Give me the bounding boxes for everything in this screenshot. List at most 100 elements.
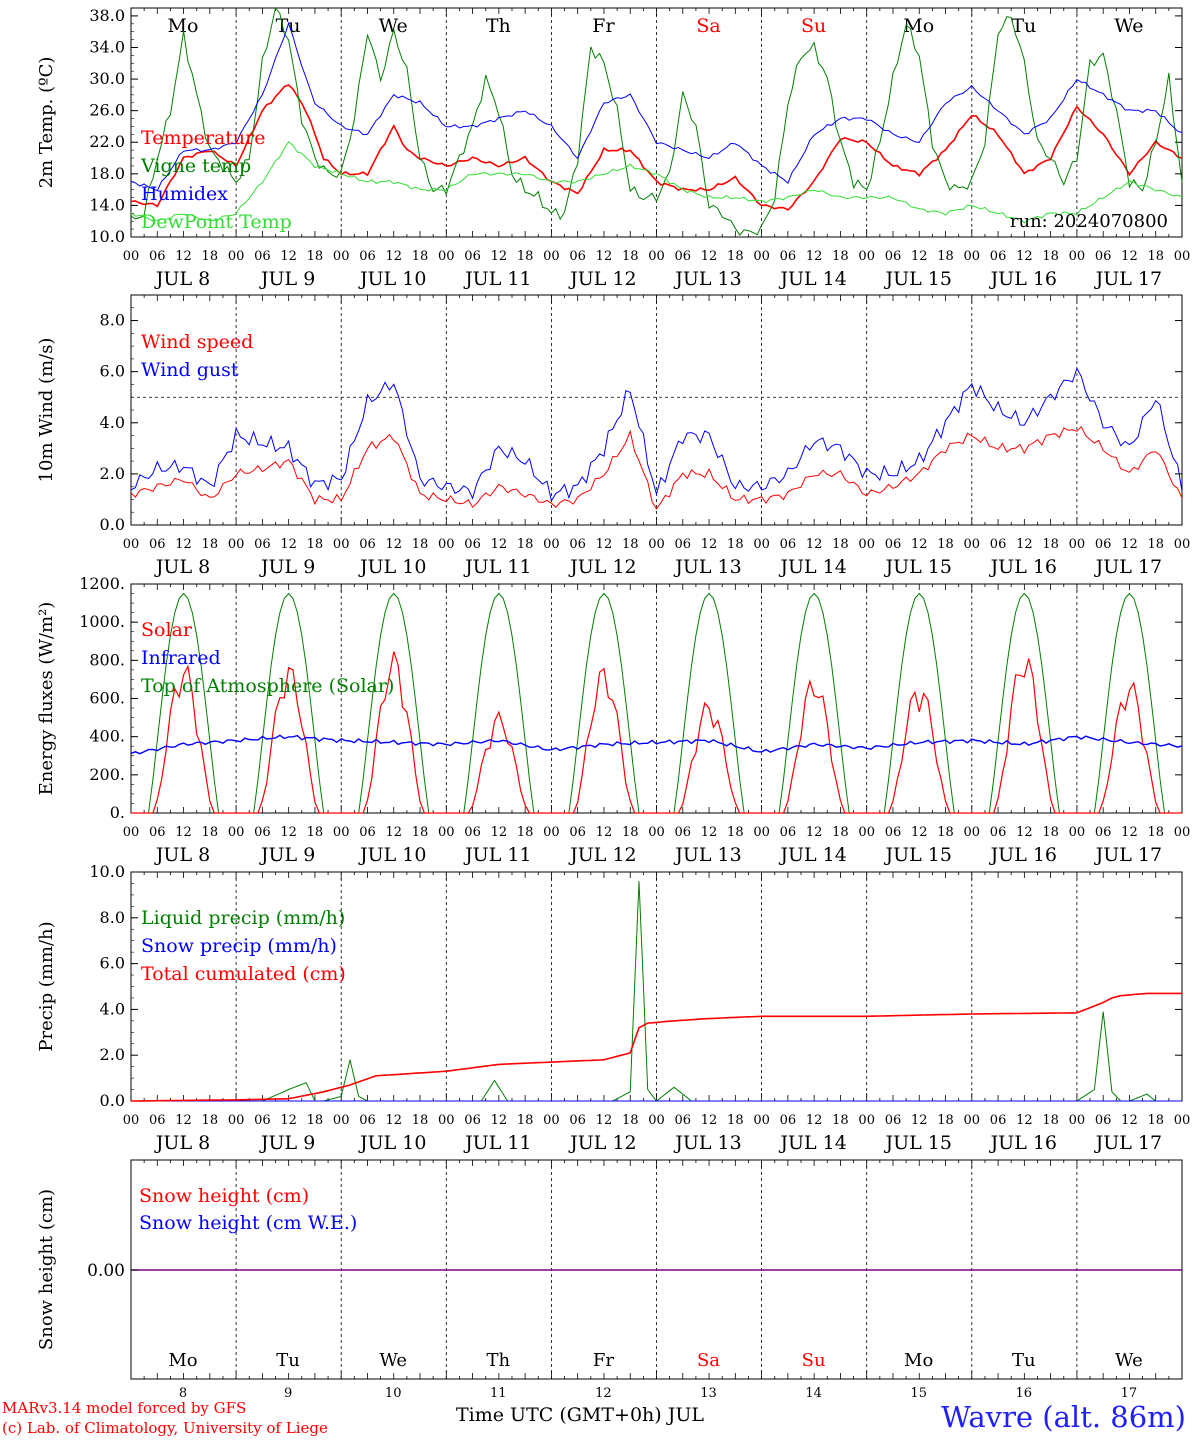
weekday-label: We xyxy=(379,1350,407,1371)
legend-solar: Solar xyxy=(141,619,193,641)
hour-label: 18 xyxy=(202,825,219,840)
hour-label: 06 xyxy=(464,537,481,552)
weekday-label: Tu xyxy=(1012,1350,1036,1371)
date-label: JUL 11 xyxy=(463,1132,531,1154)
hour-label: 18 xyxy=(1042,537,1059,552)
y-tick-label: 34.0 xyxy=(89,37,125,56)
legend-wind-speed: Wind speed xyxy=(141,331,253,353)
hour-label: 06 xyxy=(1095,537,1112,552)
hour-label: 12 xyxy=(806,537,823,552)
weekday-label: Th xyxy=(486,1350,510,1371)
hour-label: 12 xyxy=(280,249,297,264)
hour-label: 12 xyxy=(596,825,613,840)
hour-label: 00 xyxy=(1069,537,1086,552)
day-number: 10 xyxy=(385,1386,402,1401)
hour-label: 12 xyxy=(1121,537,1138,552)
date-label: JUL 14 xyxy=(778,556,846,578)
hour-label: 00 xyxy=(438,825,455,840)
panel-precip: 0.0 2.0 4.0 6.0 8.0 10.0 Precip (mm/h) 00 06 12 18… xyxy=(36,862,1190,1154)
hour-label: 18 xyxy=(412,1113,429,1128)
hour-label: 18 xyxy=(307,1113,324,1128)
legend-snow-precip-mm-h-: Snow precip (mm/h) xyxy=(141,935,337,957)
hour-label: 18 xyxy=(832,537,849,552)
date-label: JUL 9 xyxy=(259,844,315,866)
hour-label: 00 xyxy=(964,1113,981,1128)
hour-label: 00 xyxy=(543,249,560,264)
series-dewpoint-temp xyxy=(130,140,1183,224)
hour-label: 12 xyxy=(806,249,823,264)
date-label: JUL 13 xyxy=(673,268,741,290)
weekday-label: We xyxy=(1115,1350,1143,1371)
date-label: JUL 13 xyxy=(673,1132,741,1154)
hour-label: 06 xyxy=(780,537,797,552)
hour-label: 06 xyxy=(569,537,586,552)
hour-label: 18 xyxy=(937,249,954,264)
hour-label: 18 xyxy=(202,249,219,264)
y-tick-label: 38.0 xyxy=(89,6,125,25)
hour-label: 06 xyxy=(359,825,376,840)
legend-vigne-temp: Vigne temp xyxy=(140,155,251,177)
y-tick-label: 18.0 xyxy=(89,164,125,183)
date-label: JUL 17 xyxy=(1094,844,1162,866)
hour-label: 12 xyxy=(701,249,718,264)
footer-credits: MARv3.14 model forced by GFS (c) Lab. of… xyxy=(2,1398,328,1438)
series-total-cumulated-cm- xyxy=(131,992,1182,1102)
hour-label: 12 xyxy=(806,825,823,840)
hour-label: 12 xyxy=(1016,537,1033,552)
hour-label: 00 xyxy=(753,249,770,264)
date-label: JUL 9 xyxy=(259,268,315,290)
hour-label: 00 xyxy=(123,825,140,840)
hour-label: 00 xyxy=(753,537,770,552)
hour-label: 00 xyxy=(648,249,665,264)
hour-label: 06 xyxy=(359,537,376,552)
hour-label: 18 xyxy=(727,249,744,264)
hour-label: 06 xyxy=(990,1113,1007,1128)
hour-label: 00 xyxy=(648,825,665,840)
hour-label: 00 xyxy=(858,537,875,552)
date-label: JUL 8 xyxy=(154,844,210,866)
hour-label: 18 xyxy=(412,249,429,264)
hour-label: 12 xyxy=(701,1113,718,1128)
hour-label: 12 xyxy=(911,825,928,840)
time-axis-title: Time UTC (GMT+0h) JUL xyxy=(456,1404,704,1426)
y-tick-label: 1000. xyxy=(79,612,125,631)
y-tick-label: 10.0 xyxy=(89,862,125,881)
legend-dewpoint-temp: DewPoint Temp xyxy=(141,211,292,233)
hour-label: 06 xyxy=(885,249,902,264)
date-label: JUL 14 xyxy=(778,268,846,290)
day-number: 13 xyxy=(700,1386,717,1401)
weekday-label: Tu xyxy=(1011,15,1036,37)
hour-label: 00 xyxy=(1069,1113,1086,1128)
y-tick-label: 22.0 xyxy=(89,132,125,151)
weekday-label: We xyxy=(1114,15,1143,37)
hour-label: 12 xyxy=(911,249,928,264)
series-vigne-temp xyxy=(130,6,1183,236)
hour-label: 06 xyxy=(780,249,797,264)
hour-label: 00 xyxy=(1069,249,1086,264)
y-tick-label: 0. xyxy=(110,803,125,822)
y-axis-label: 2m Temp. (ºC) xyxy=(36,57,57,189)
date-label: JUL 12 xyxy=(568,844,636,866)
hour-label: 12 xyxy=(280,825,297,840)
legend-total-cumulated-cm-: Total cumulated (cm) xyxy=(141,963,346,985)
hour-label: 06 xyxy=(464,1113,481,1128)
hour-label: 00 xyxy=(228,1113,245,1128)
y-tick-label: 30.0 xyxy=(89,69,125,88)
hour-label: 06 xyxy=(149,537,166,552)
hour-label: 12 xyxy=(911,1113,928,1128)
hour-label: 18 xyxy=(1147,1113,1164,1128)
hour-label: 06 xyxy=(990,537,1007,552)
run-label: run: 2024070800 xyxy=(1010,211,1168,232)
hour-label: 00 xyxy=(438,1113,455,1128)
weekday-label: Tu xyxy=(276,1350,300,1371)
hour-label: 06 xyxy=(359,249,376,264)
hour-label: 12 xyxy=(701,825,718,840)
hour-label: 18 xyxy=(622,249,639,264)
y-axis-label: Precip (mm/h) xyxy=(36,921,57,1051)
date-label: JUL 9 xyxy=(259,556,315,578)
weekday-label: Fr xyxy=(593,1350,614,1371)
hour-label: 18 xyxy=(202,537,219,552)
hour-label: 00 xyxy=(858,249,875,264)
hour-label: 06 xyxy=(254,825,271,840)
